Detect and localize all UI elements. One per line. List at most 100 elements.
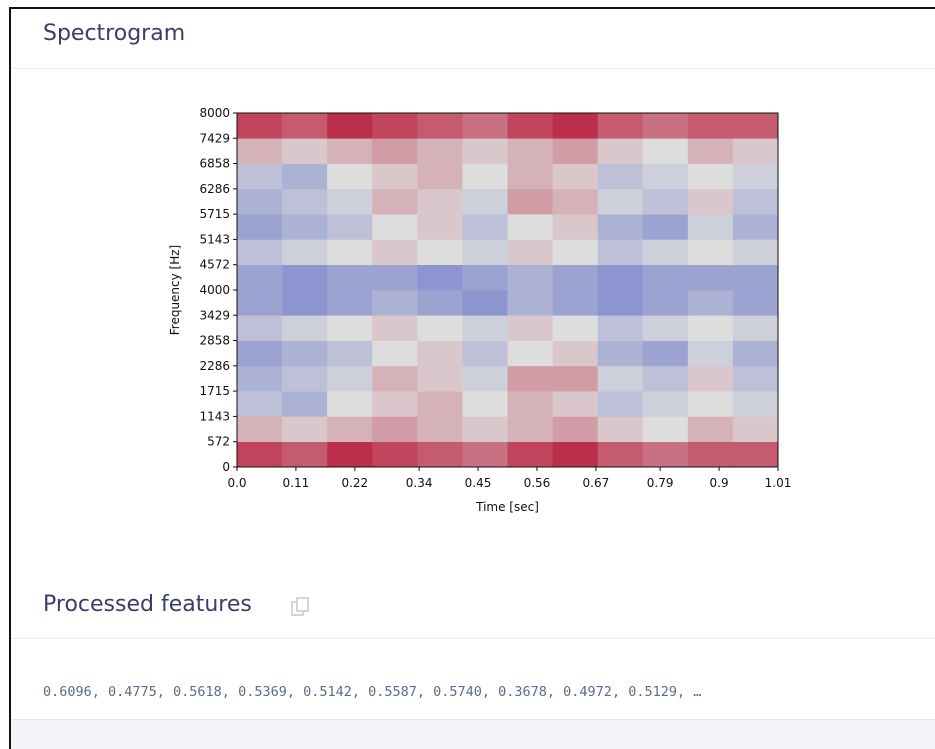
heat-cell xyxy=(552,163,598,190)
heat-cell xyxy=(462,441,508,468)
heat-cell xyxy=(327,391,373,417)
heat-cell xyxy=(327,239,373,266)
heat-cell xyxy=(237,138,283,164)
x-tick-label: 0.34 xyxy=(406,476,433,490)
heat-cell xyxy=(552,113,598,139)
heat-cell xyxy=(507,416,553,443)
heat-cell xyxy=(732,290,779,316)
heat-cell xyxy=(642,163,689,190)
y-tick-label: 572 xyxy=(207,435,230,449)
y-tick-label: 2858 xyxy=(199,334,230,348)
x-tick-label: 0.56 xyxy=(524,476,551,490)
heat-cell xyxy=(642,188,689,215)
heat-cell xyxy=(417,239,463,266)
heat-cell xyxy=(282,264,328,291)
heat-cell xyxy=(462,163,508,190)
heat-cell xyxy=(282,441,328,468)
heat-cell xyxy=(462,113,508,139)
heat-cell xyxy=(507,239,553,266)
heat-cell xyxy=(282,365,328,392)
heat-cell xyxy=(372,441,418,468)
heat-cell xyxy=(372,290,418,316)
heat-cell xyxy=(687,188,734,215)
heat-cell xyxy=(687,163,734,190)
heat-cell xyxy=(597,340,644,367)
heat-cell xyxy=(327,315,373,341)
footer-band xyxy=(11,719,935,749)
heat-cell xyxy=(282,315,328,341)
heat-cell xyxy=(687,138,734,164)
heat-cell xyxy=(327,416,373,443)
x-tick-label: 0.11 xyxy=(283,476,310,490)
y-tick-label: 6286 xyxy=(199,182,230,196)
divider xyxy=(11,638,935,639)
heat-cell xyxy=(327,340,373,367)
heat-cell xyxy=(237,290,283,316)
heat-cell xyxy=(372,416,418,443)
heat-cell xyxy=(462,290,508,316)
heat-cell xyxy=(642,138,689,164)
heat-cell xyxy=(597,264,644,291)
heat-cell xyxy=(597,163,644,190)
heat-cell xyxy=(372,188,418,215)
y-tick-label: 5715 xyxy=(199,207,230,221)
heat-cell xyxy=(462,264,508,291)
heat-cell xyxy=(237,239,283,266)
heat-cell xyxy=(282,214,328,240)
section-title: Spectrogram xyxy=(43,21,186,46)
heat-cell xyxy=(237,264,283,291)
heat-cell xyxy=(327,163,373,190)
heat-cell xyxy=(507,315,553,341)
x-tick-label: 0.79 xyxy=(647,476,674,490)
heat-cell xyxy=(237,391,283,417)
y-tick-label: 2286 xyxy=(199,359,230,373)
heat-cell xyxy=(552,264,598,291)
heat-cell xyxy=(417,441,463,468)
heat-cell xyxy=(462,315,508,341)
heat-cell xyxy=(327,441,373,468)
heat-cell xyxy=(597,365,644,392)
heat-cell xyxy=(237,113,283,139)
heat-cell xyxy=(282,239,328,266)
heat-cell xyxy=(687,416,734,443)
heat-cell xyxy=(462,138,508,164)
heat-cell xyxy=(507,264,553,291)
heat-cell xyxy=(552,365,598,392)
heat-cell xyxy=(237,416,283,443)
heat-cell xyxy=(597,290,644,316)
heat-cell xyxy=(687,214,734,240)
heat-cell xyxy=(642,290,689,316)
heat-cell xyxy=(372,163,418,190)
heat-cell xyxy=(642,416,689,443)
heat-cell xyxy=(282,113,328,139)
heat-cell xyxy=(237,188,283,215)
heat-cell xyxy=(732,416,779,443)
heat-cell xyxy=(687,264,734,291)
heat-cell xyxy=(372,391,418,417)
x-tick-label: 0.0 xyxy=(227,476,246,490)
heat-cell xyxy=(552,188,598,215)
heat-cell xyxy=(372,264,418,291)
heat-cell xyxy=(327,264,373,291)
heat-cell xyxy=(642,441,689,468)
heat-cell xyxy=(282,163,328,190)
heat-cell xyxy=(687,340,734,367)
copy-icon[interactable] xyxy=(289,596,311,618)
heat-cell xyxy=(282,290,328,316)
heat-cell xyxy=(732,391,779,417)
heat-cell xyxy=(732,264,779,291)
heat-cell xyxy=(732,163,779,190)
heat-cell xyxy=(507,113,553,139)
heat-cell xyxy=(687,290,734,316)
heat-cell xyxy=(282,416,328,443)
heat-cell xyxy=(732,365,779,392)
heat-cell xyxy=(327,214,373,240)
heat-cell xyxy=(372,113,418,139)
x-axis-label: Time [sec] xyxy=(475,500,539,514)
heat-cell xyxy=(237,365,283,392)
heat-cell xyxy=(552,441,598,468)
heat-cell xyxy=(417,391,463,417)
heat-cell xyxy=(597,391,644,417)
x-tick-label: 0.9 xyxy=(710,476,729,490)
y-tick-label: 3429 xyxy=(199,308,230,322)
